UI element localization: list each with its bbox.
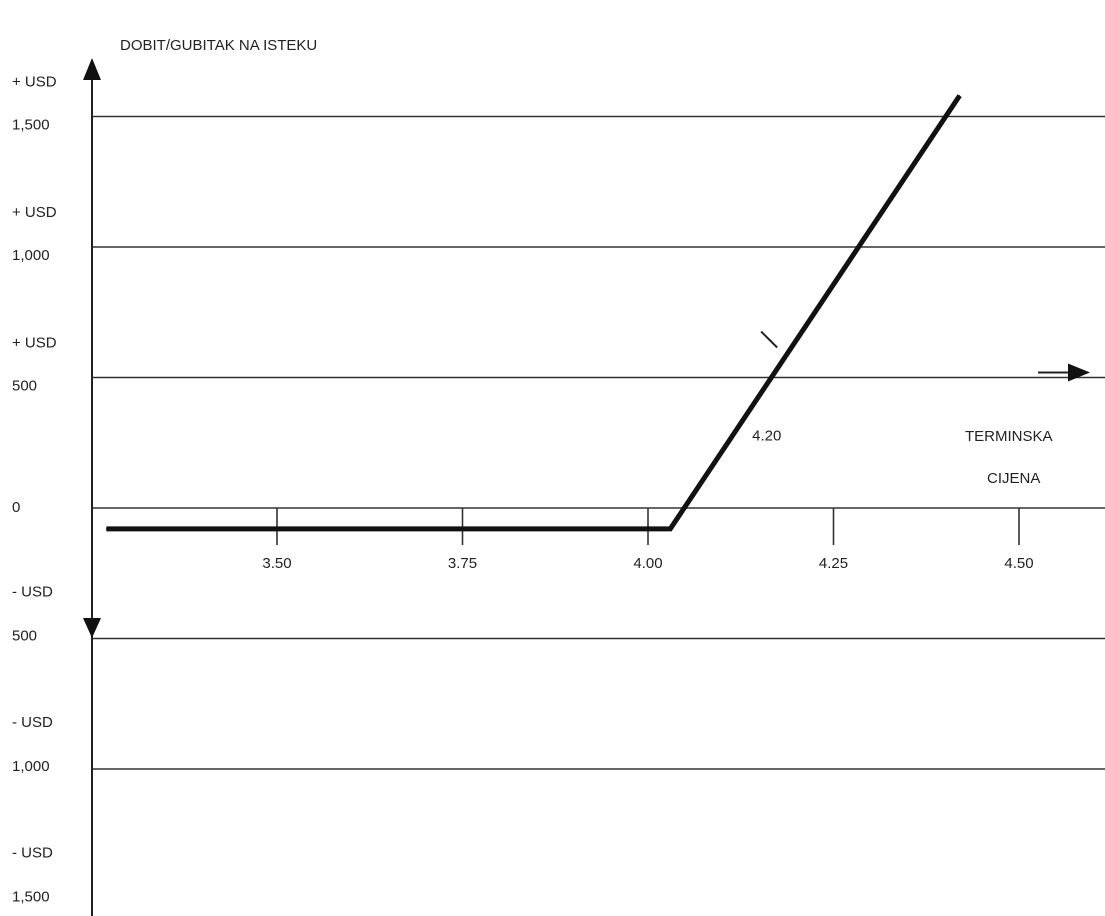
axis-layer <box>83 58 1090 916</box>
y-label-sign--1500: - USD <box>12 845 53 862</box>
y-label-sign--500: - USD <box>12 584 53 601</box>
x-tick-label-4.00: 4.00 <box>633 555 662 572</box>
y-axis-up-arrowhead <box>83 58 101 80</box>
y-label-amount-1000: 1,000 <box>12 247 50 264</box>
x-axis-label-line-2: CIJENA <box>987 470 1040 487</box>
y-label-amount--1000: 1,000 <box>12 758 50 775</box>
payoff-line-0 <box>106 94 962 532</box>
annotation-pointer-0 <box>760 330 778 349</box>
y-label-sign-500: + USD <box>12 335 57 352</box>
x-tick-label-4.25: 4.25 <box>819 555 848 572</box>
payoff-point-0-1 <box>669 528 671 530</box>
y-label-amount-1500: 1,500 <box>12 117 50 134</box>
label-layer: DOBIT/GUBITAK NA ISTEKU TERMINSKA CIJENA… <box>12 37 1053 906</box>
x-tick-label-3.75: 3.75 <box>448 555 477 572</box>
x-tick-label-4.50: 4.50 <box>1004 555 1033 572</box>
y-axis-down-arrowhead <box>83 618 101 638</box>
y-label-amount--1500: 1,500 <box>12 889 50 906</box>
y-label-amount--500: 500 <box>12 628 37 645</box>
payoff-point-0-2 <box>959 95 961 97</box>
y-label-sign--1000: - USD <box>12 714 53 731</box>
grid-layer <box>92 115 1105 770</box>
chart-title: DOBIT/GUBITAK NA ISTEKU <box>120 37 317 54</box>
payoff-point-0-0 <box>105 528 107 530</box>
y-label-sign-1500: + USD <box>12 74 57 91</box>
x-axis-label-line-1: TERMINSKA <box>965 428 1053 445</box>
x-axis-arrowhead <box>1068 363 1090 382</box>
series-layer <box>105 94 962 532</box>
y-label-amount-0: 0 <box>12 499 20 516</box>
x-tick-label-3.50: 3.50 <box>262 555 291 572</box>
annotation-label-0: 4.20 <box>752 428 781 445</box>
y-label-amount-500: 500 <box>12 378 37 395</box>
y-label-sign-1000: + USD <box>12 204 57 221</box>
